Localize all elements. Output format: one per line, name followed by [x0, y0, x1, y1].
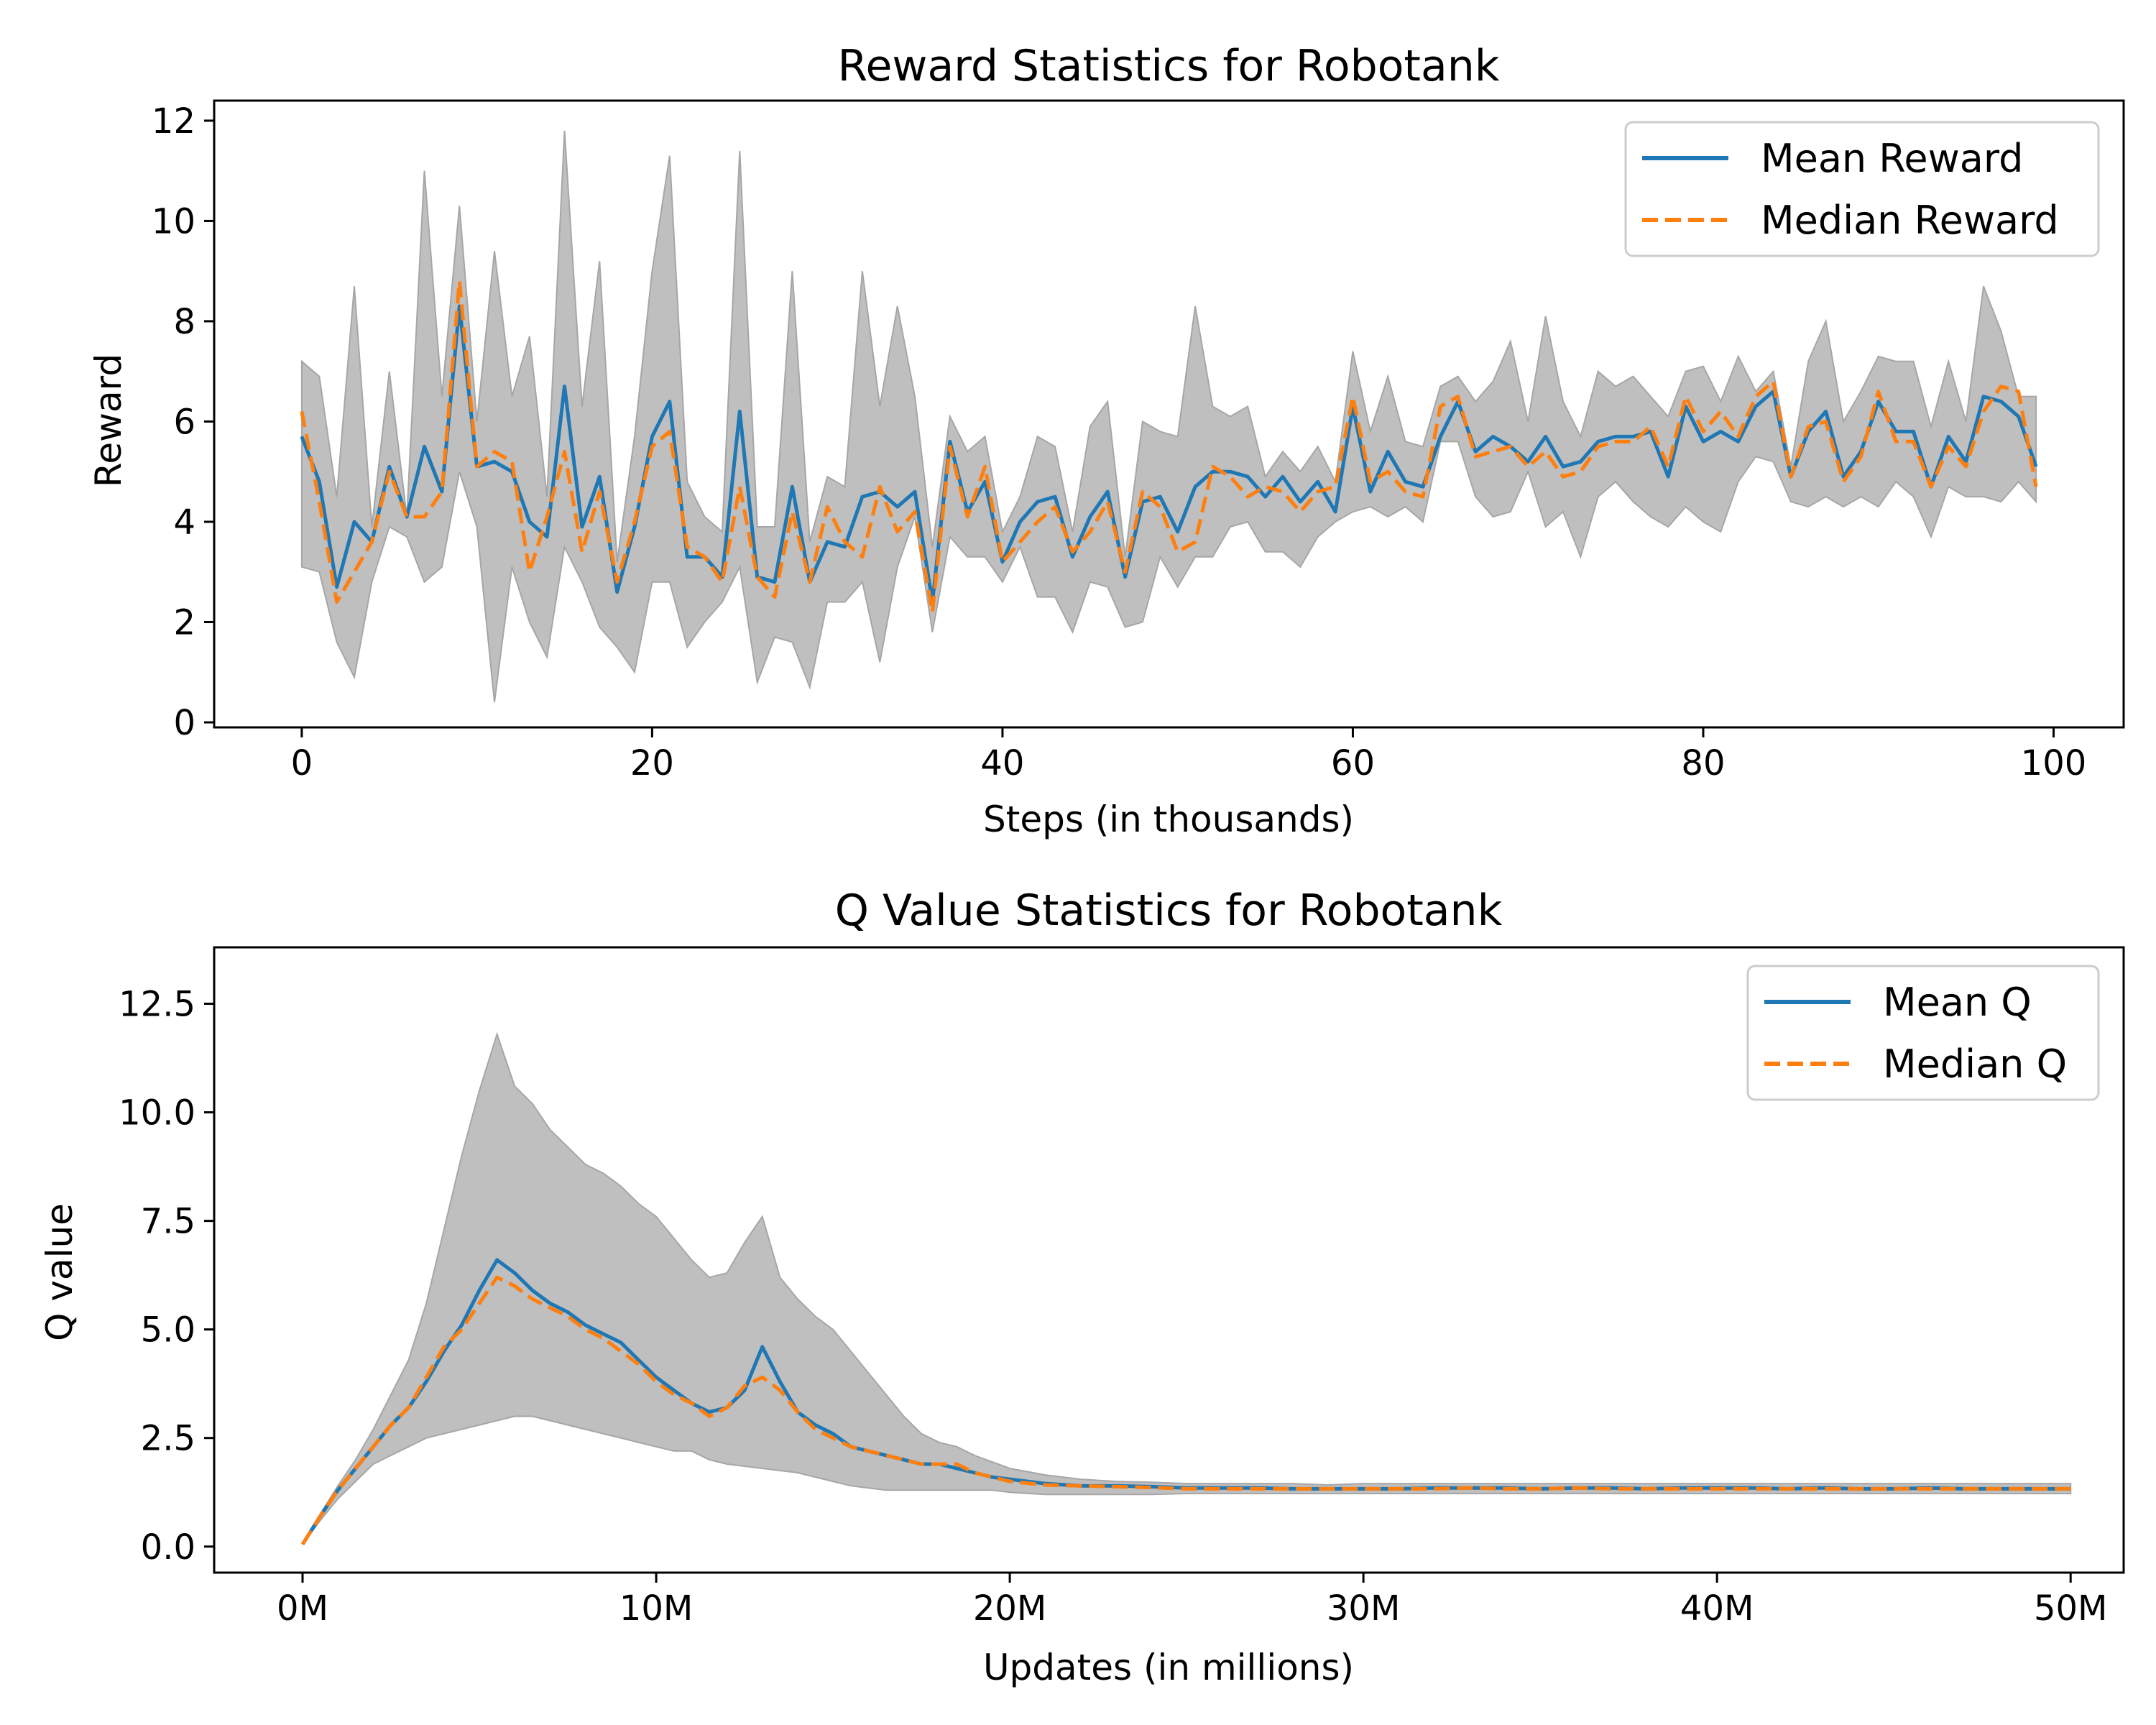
x-tick-label: 0M: [277, 1588, 328, 1629]
legend: Mean Reward Median Reward: [1624, 121, 2100, 257]
legend-mean-reward-label: Mean Reward: [1761, 136, 2023, 181]
y-tick-label: 2: [173, 603, 195, 643]
x-tick-label: 0: [291, 743, 313, 783]
reward-chart: Reward Statistics for Robotank 0 20 40 60 80…: [88, 41, 2125, 840]
x-axis-label: Steps (in thousands): [983, 799, 1354, 840]
x-tick-label: 50M: [2034, 1588, 2108, 1629]
x-tick-label: 20: [630, 743, 674, 783]
y-tick-label: 4: [173, 502, 195, 543]
y-tick-label: 7.5: [141, 1202, 195, 1242]
x-tick-label: 80: [1681, 743, 1725, 783]
plot-frame: [213, 99, 2125, 729]
y-tick-label: 6: [173, 402, 195, 442]
y-tick-label: 12: [152, 101, 195, 142]
y-tick-label: 12.5: [119, 985, 195, 1025]
plot-area: 0M 10M 20M 30M 40M 50M 0.0 2.5 5.0 7.5 10.0 12.5: [119, 946, 2125, 1629]
min-max-band: [300, 130, 2037, 703]
y-tick-label: 2.5: [141, 1419, 195, 1459]
y-tick-label: 0.0: [141, 1527, 195, 1568]
x-tick-label: 20M: [973, 1588, 1047, 1629]
x-tick-label: 40M: [1680, 1588, 1754, 1629]
legend-median-q-label: Median Q: [1883, 1041, 2067, 1087]
y-tick-label: 0: [173, 703, 195, 743]
median-q-line: [300, 1275, 2071, 1546]
chart-title: Reward Statistics for Robotank: [837, 41, 1499, 91]
y-axis-label: Q value: [39, 1203, 80, 1341]
x-tick-label: 10M: [619, 1588, 694, 1629]
y-tick-label: 8: [173, 302, 195, 342]
x-tick-label: 30M: [1327, 1588, 1401, 1629]
y-tick-label: 10: [152, 201, 195, 242]
y-axis-label: Reward: [88, 354, 129, 487]
legend-box: [1746, 965, 2100, 1101]
legend-mean-q-label: Mean Q: [1883, 980, 2032, 1025]
y-tick-label: 10.0: [119, 1093, 195, 1133]
mean-reward-line: [300, 304, 2038, 604]
q-value-chart: Q Value Statistics for Robotank 0M 10M 20M…: [39, 886, 2125, 1688]
x-axis-label: Updates (in millions): [983, 1647, 1354, 1688]
chart-title: Q Value Statistics for Robotank: [835, 886, 1503, 936]
x-tick-label: 40: [980, 743, 1024, 783]
plot-area: 0 20 40 60 80 100 0 2 4 6 8 10 12: [152, 99, 2125, 783]
y-tick-label: 5.0: [141, 1310, 195, 1351]
legend-box: [1624, 121, 2100, 257]
legend: Mean Q Median Q: [1746, 965, 2100, 1101]
median-reward-line: [300, 279, 2038, 615]
plot-frame: [213, 946, 2125, 1574]
x-tick-label: 60: [1331, 743, 1375, 783]
x-tick-label: 100: [2021, 743, 2087, 783]
legend-median-reward-label: Median Reward: [1761, 198, 2059, 243]
